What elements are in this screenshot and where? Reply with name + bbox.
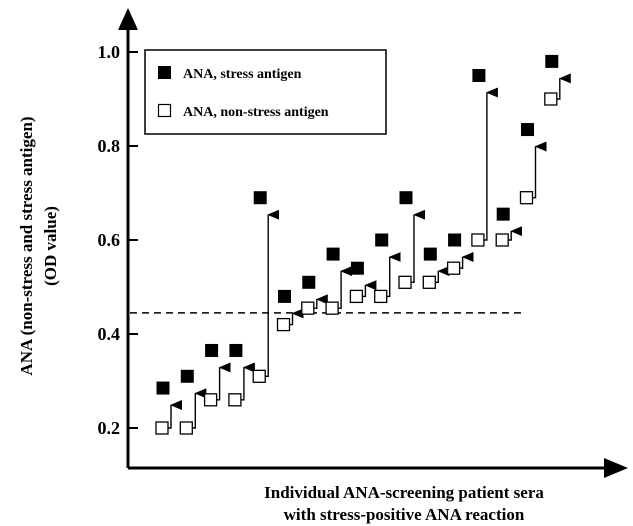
nonstress-point [446, 261, 461, 275]
increase-arrow [338, 266, 353, 309]
increase-arrow [386, 252, 401, 298]
stress-point [350, 261, 364, 275]
stress-point [472, 69, 486, 82]
nonstress-point [349, 289, 364, 304]
stress-point [205, 343, 219, 357]
increase-arrow [313, 294, 328, 309]
legend-nonstress-label: ANA, non-stress antigen [183, 105, 329, 120]
legend-nonstress-marker [157, 103, 172, 118]
increase-arrow [556, 73, 571, 100]
y-ticks: 0.2 0.4 0.6 0.8 1.0 [98, 42, 138, 438]
stress-point [448, 233, 462, 247]
increase-arrow [508, 226, 523, 241]
nonstress-point [276, 317, 291, 332]
stress-point [375, 233, 389, 247]
nonstress-point [398, 275, 412, 289]
y-axis-arrow-icon [118, 8, 138, 30]
nonstress-point [325, 301, 339, 315]
y-tick-label: 0.6 [98, 230, 121, 250]
nonstress-point [519, 191, 534, 205]
nonstress-point [203, 393, 218, 407]
legend-stress-label: ANA, stress antigen [183, 67, 302, 82]
nonstress-point [179, 421, 193, 435]
legend: ANA, stress antigen ANA, non-stress anti… [144, 49, 387, 135]
y-tick-label: 0.2 [98, 418, 121, 438]
increase-arrow [192, 388, 207, 429]
y-axis-title: ANA (non-stress and stress antigen) [17, 116, 36, 375]
x-axis-title: Individual ANA-screening patient sera [264, 483, 544, 502]
stress-point [496, 207, 510, 221]
legend-box [144, 49, 387, 135]
stress-point [302, 275, 316, 289]
stress-point [545, 54, 559, 68]
stress-point [253, 191, 267, 205]
increase-arrow [216, 362, 231, 401]
increase-arrow [362, 280, 377, 298]
stress-point [180, 369, 194, 383]
increase-arrow [240, 362, 255, 401]
y-tick-label: 0.4 [98, 324, 121, 344]
increase-arrow [532, 141, 547, 199]
legend-stress-marker [158, 66, 171, 79]
increase-arrow [459, 252, 474, 269]
nonstress-point [301, 301, 315, 315]
nonstress-point [544, 92, 558, 106]
y-tick-label: 0.8 [98, 136, 121, 156]
stress-point [399, 191, 413, 205]
nonstress-point [155, 421, 169, 435]
nonstress-point [495, 233, 509, 247]
stress-point [423, 247, 437, 261]
increase-arrow [483, 87, 498, 241]
stress-point [278, 289, 291, 303]
nonstress-point [374, 289, 388, 304]
stress-point [326, 247, 340, 261]
y-tick-label: 1.0 [98, 42, 121, 62]
increase-arrow [411, 209, 425, 283]
stress-point [156, 381, 170, 395]
data-marks [155, 54, 571, 435]
stress-point [521, 123, 534, 137]
x-axis-subtitle: with stress-positive ANA reaction [284, 505, 525, 524]
y-axis-subtitle: (OD value) [41, 206, 60, 286]
increase-arrow [265, 209, 280, 377]
nonstress-point [228, 393, 242, 407]
increase-arrow [435, 266, 450, 283]
increase-arrow [289, 308, 304, 326]
nonstress-point [471, 233, 485, 247]
nonstress-point [252, 369, 266, 383]
increase-arrow [168, 400, 182, 429]
x-axis-arrow-icon [604, 458, 628, 478]
stress-point [229, 343, 243, 357]
nonstress-point [422, 275, 436, 289]
